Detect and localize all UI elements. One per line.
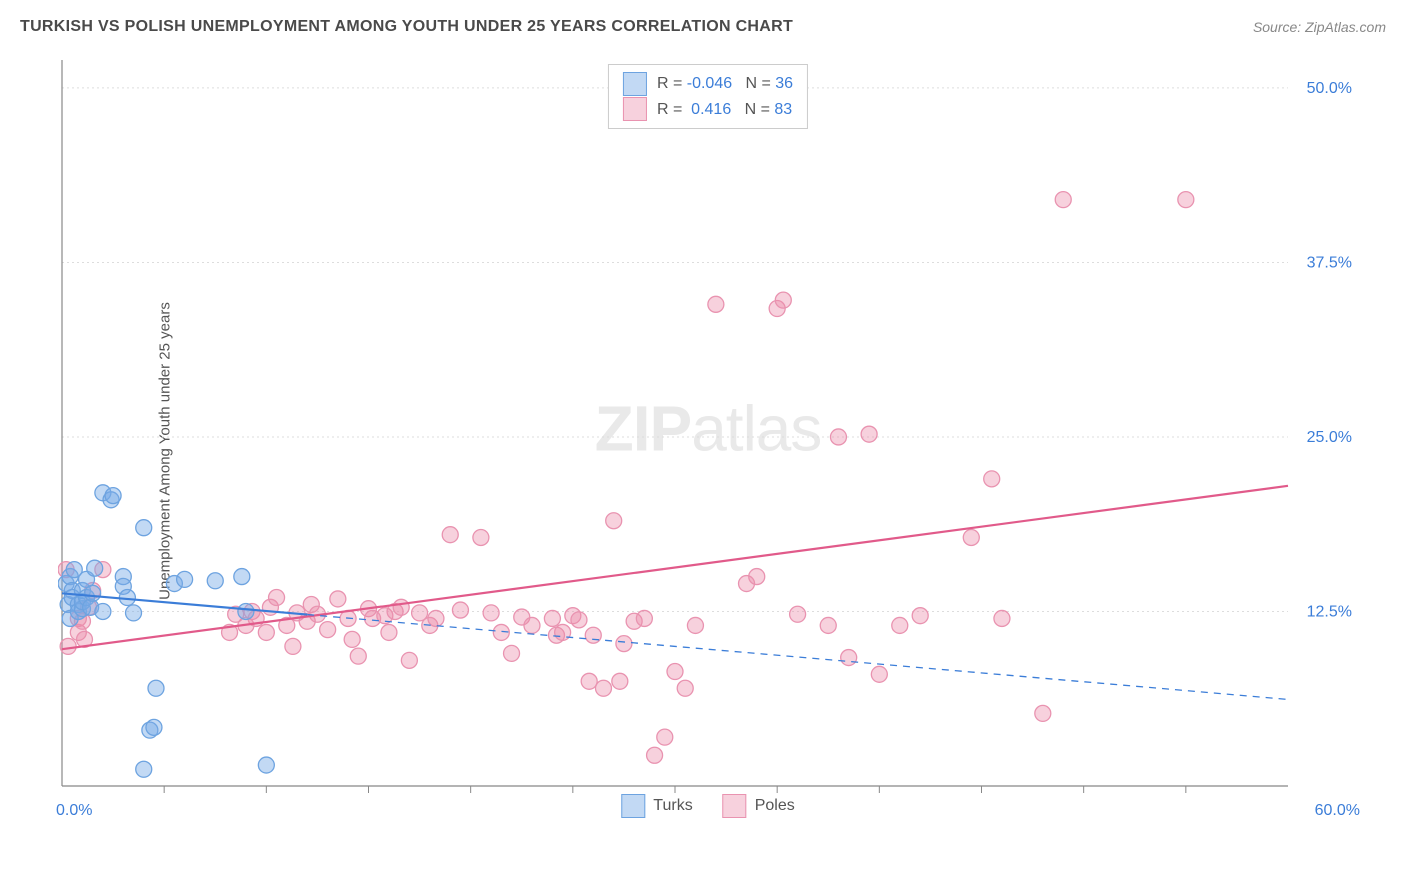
svg-text:50.0%: 50.0% bbox=[1307, 80, 1352, 97]
swatch-poles-icon bbox=[723, 794, 747, 818]
chart-title: TURKISH VS POLISH UNEMPLOYMENT AMONG YOU… bbox=[20, 18, 793, 36]
swatch-turks bbox=[623, 72, 647, 96]
swatch-turks-icon bbox=[621, 794, 645, 818]
x-max-label: 60.0% bbox=[1315, 802, 1360, 820]
legend-row-turks: R = -0.046 N = 36 bbox=[623, 71, 793, 97]
svg-text:12.5%: 12.5% bbox=[1307, 603, 1352, 620]
svg-text:37.5%: 37.5% bbox=[1307, 254, 1352, 271]
series-legend: Turks Poles bbox=[621, 794, 794, 818]
source-credit: Source: ZipAtlas.com bbox=[1253, 19, 1386, 35]
svg-text:25.0%: 25.0% bbox=[1307, 429, 1352, 446]
legend-row-poles: R = 0.416 N = 83 bbox=[623, 97, 793, 123]
swatch-poles bbox=[623, 97, 647, 121]
x-origin-label: 0.0% bbox=[56, 802, 92, 820]
scatter-plot: 12.5%25.0%37.5%50.0% ZIPatlas R = -0.046… bbox=[58, 56, 1358, 816]
correlation-legend: R = -0.046 N = 36 R = 0.416 N = 83 bbox=[608, 64, 808, 129]
legend-item-poles: Poles bbox=[723, 794, 795, 818]
chart-container: Unemployment Among Youth under 25 years … bbox=[48, 56, 1378, 846]
legend-item-turks: Turks bbox=[621, 794, 692, 818]
